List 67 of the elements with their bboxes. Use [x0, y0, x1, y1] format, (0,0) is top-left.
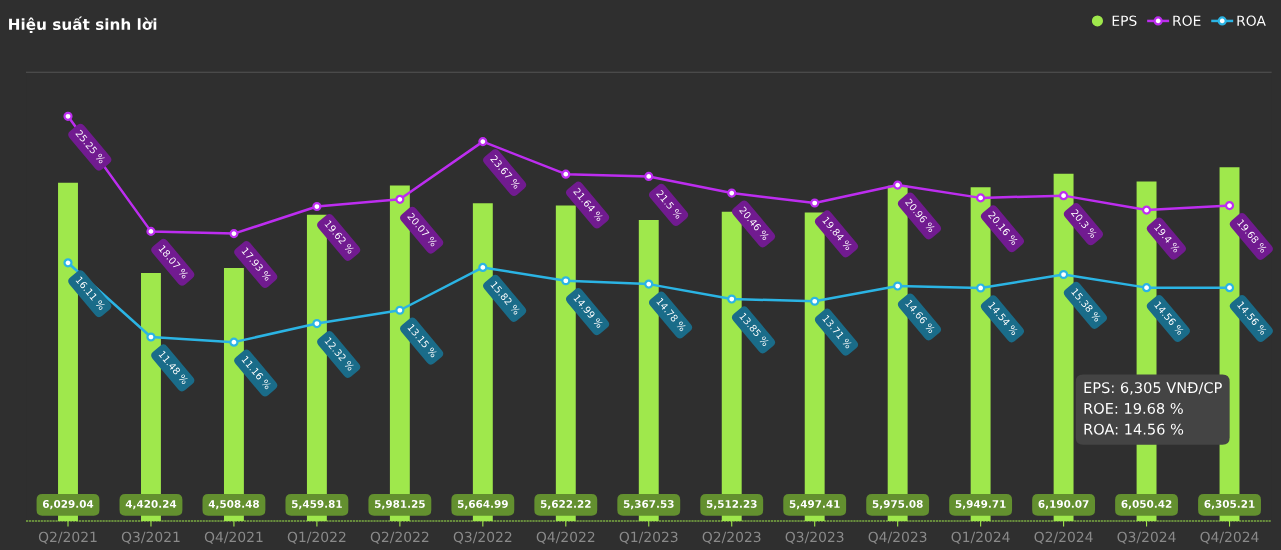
x-tick-label: Q2/2023 — [702, 531, 761, 544]
data-label: 6,190.07 — [1038, 500, 1089, 510]
point — [1224, 200, 1235, 211]
data-label: 5,949.71 — [955, 500, 1006, 510]
x-tick-label: Q4/2021 — [204, 531, 263, 544]
point — [976, 283, 986, 293]
legend-label: ROA — [1237, 15, 1266, 26]
annotation: EPS: 6,305 VNĐ/CP — [1084, 382, 1222, 395]
data-label: 5,975.08 — [872, 500, 923, 510]
x-tick-label: Q3/2021 — [121, 531, 180, 544]
point — [478, 262, 488, 273]
point — [312, 201, 322, 212]
x-tick-label: Q1/2024 — [951, 531, 1010, 544]
point — [893, 281, 903, 291]
x-tick-label: Q3/2023 — [785, 531, 844, 544]
point — [63, 111, 73, 121]
point — [395, 305, 405, 315]
point — [1059, 269, 1069, 280]
data-label: 5,497.41 — [789, 500, 840, 510]
annotation: ROA: 14.56 % — [1084, 423, 1184, 435]
point — [1141, 205, 1152, 215]
data-label: 6,029.04 — [42, 500, 94, 510]
x-tick-label: Q3/2024 — [1117, 531, 1176, 544]
point — [146, 226, 156, 236]
x-tick-label: Q3/2022 — [453, 531, 512, 544]
data-label: 6,050.42 — [1121, 500, 1172, 510]
data-label: 5,622.22 — [540, 500, 591, 510]
point — [229, 229, 239, 239]
point — [810, 198, 820, 208]
point — [727, 188, 737, 198]
data-label: 4,420.24 — [125, 500, 177, 510]
point — [727, 294, 737, 304]
annotation: ROE: 19.68 % — [1084, 402, 1183, 414]
point — [561, 169, 571, 179]
x-tick-label: Q4/2022 — [536, 531, 595, 544]
data-label: 4,508.48 — [208, 500, 259, 510]
point — [1141, 283, 1152, 293]
data-label: 5,367.53 — [623, 500, 674, 510]
data-label: 5,981.25 — [374, 500, 425, 510]
point — [810, 296, 820, 306]
chart-title: Hiệu suất sinh lời — [9, 16, 157, 34]
legend-label: ROE — [1173, 15, 1201, 26]
x-tick-label: Q2/2021 — [38, 531, 97, 544]
x-tick-label: Q2/2024 — [1034, 531, 1093, 544]
point — [1059, 191, 1069, 201]
x-tick-label: Q2/2022 — [370, 531, 429, 544]
point — [644, 279, 654, 289]
point — [395, 194, 405, 204]
data-label: 5,459.81 — [292, 500, 342, 510]
x-tick-label: Q1/2023 — [619, 531, 678, 544]
point — [561, 276, 571, 286]
point — [63, 258, 73, 268]
point — [644, 171, 654, 181]
point — [893, 180, 903, 190]
point — [146, 332, 156, 342]
point — [229, 337, 239, 347]
data-label: 5,512.23 — [706, 500, 757, 510]
point — [312, 318, 322, 329]
data-label: 5,664.99 — [457, 500, 508, 510]
legend-label: EPS — [1112, 15, 1137, 26]
point — [976, 193, 986, 203]
x-tick-label: Q4/2024 — [1200, 531, 1259, 544]
point — [478, 137, 488, 147]
x-tick-label: Q1/2022 — [287, 531, 346, 544]
x-tick-label: Q4/2023 — [868, 531, 927, 544]
data-label: 6,305.21 — [1204, 500, 1255, 510]
point — [1224, 283, 1235, 293]
